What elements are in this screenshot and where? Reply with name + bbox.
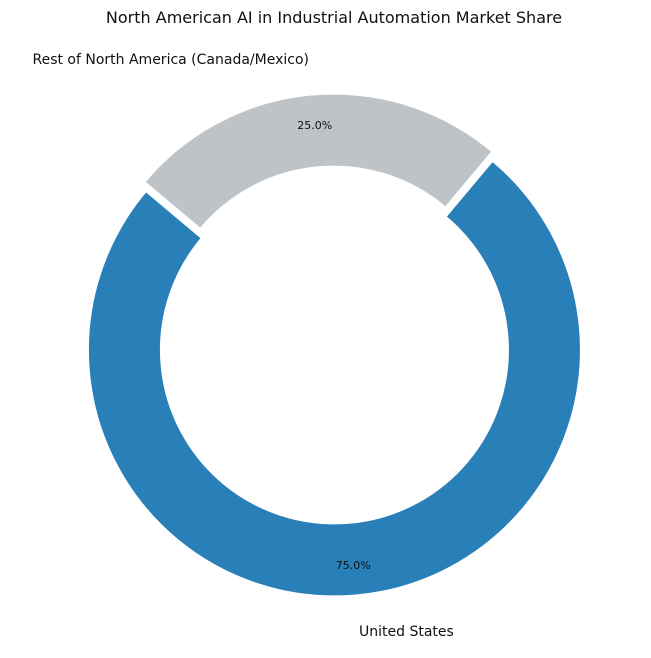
percent-label-0: 75.0% (336, 559, 371, 572)
labels-layer: 75.0% United States 25.0% Rest of North Ame… (32, 52, 453, 640)
category-label-1: Rest of North America (Canada/Mexico) (32, 52, 309, 68)
slices-layer (87, 93, 581, 597)
slice-united-states (87, 160, 581, 597)
category-label-0: United States (359, 624, 454, 640)
percent-label-1: 25.0% (297, 119, 332, 132)
slice-rest-of-north-america-canada-mexico (144, 93, 493, 229)
chart-title: North American AI in Industrial Automati… (106, 8, 562, 27)
